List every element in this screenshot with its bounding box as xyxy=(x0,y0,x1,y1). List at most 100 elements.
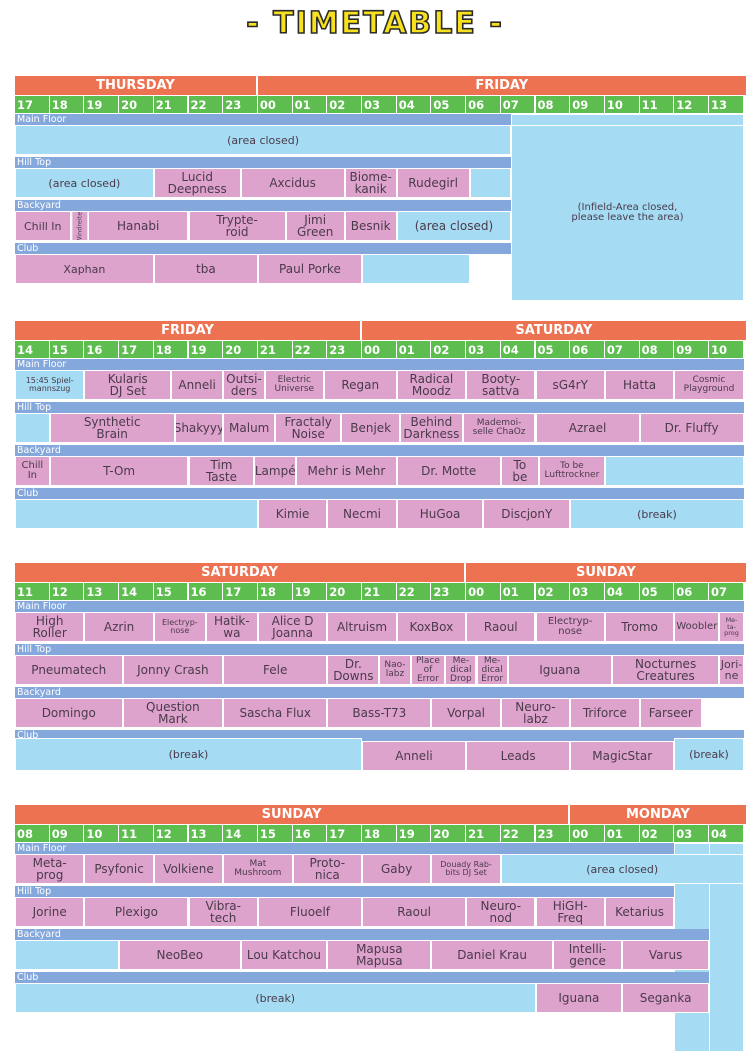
hour-label: 17 xyxy=(327,825,362,842)
timeslot: Mehr is Mehr xyxy=(296,456,397,486)
timeslot: HiGH- Freq xyxy=(535,897,605,927)
timeslot: Necmi xyxy=(327,499,397,529)
hour-label: 01 xyxy=(396,341,432,358)
stage-label: Main Floor xyxy=(15,601,744,612)
hour-label: 05 xyxy=(639,583,675,600)
page-title: - TIMETABLE - xyxy=(245,5,504,42)
timeslot: tba xyxy=(153,254,258,284)
timeslot: Regan xyxy=(323,370,397,400)
hour-label: 09 xyxy=(49,825,85,842)
timeslot: Hanabi xyxy=(87,211,189,241)
timeslot: (Infield-Area closed, please leave the a… xyxy=(511,125,744,302)
hour-label: 00 xyxy=(257,96,293,113)
timeslot: Place of Error xyxy=(410,655,446,685)
timeslot: Benjek xyxy=(341,413,401,443)
empty-slot xyxy=(15,499,258,529)
timeslot: Nocturnes Creatures xyxy=(611,655,720,685)
hour-label: 03 xyxy=(674,825,709,842)
hour-label: 07 xyxy=(500,96,536,113)
timeslot: (area closed) xyxy=(15,168,154,198)
hour-label: 20 xyxy=(119,96,154,113)
stage-label: Backyard xyxy=(15,200,512,211)
timeslot: Dr. Fluffy xyxy=(639,413,744,443)
timeslot: T-Om xyxy=(49,456,189,486)
timeslot: Meta- prog xyxy=(15,854,85,884)
timeslot: Kularis DJ Set xyxy=(84,370,172,400)
timeslot: Shakyyy xyxy=(174,413,224,443)
hour-label: 03 xyxy=(570,583,605,600)
hour-label: 11 xyxy=(639,96,675,113)
hour-label: 21 xyxy=(153,96,189,113)
hour-label: 20 xyxy=(327,583,362,600)
timeslot: Azrin xyxy=(84,612,154,642)
hour-label: 11 xyxy=(119,825,154,842)
hour-label: 00 xyxy=(466,583,501,600)
stage-label: Hill Top xyxy=(15,644,744,655)
hour-label: 01 xyxy=(500,583,536,600)
stage-label: Hill Top xyxy=(15,157,512,168)
stage-label: Backyard xyxy=(15,687,744,698)
stage-label: Hill Top xyxy=(15,886,675,897)
timeslot: Varus xyxy=(622,940,709,970)
timeslot: Vorpal xyxy=(431,698,501,728)
empty-slot xyxy=(469,168,512,198)
hour-label: 08 xyxy=(639,341,675,358)
hour-label: 17 xyxy=(223,583,258,600)
hour-label: 22 xyxy=(292,341,328,358)
timeslot: Mapusa Mapusa xyxy=(327,940,432,970)
timeslot: Fractaly Noise xyxy=(275,413,342,443)
timeslot: Xaphan xyxy=(15,254,154,284)
timeslot: To be xyxy=(500,456,539,486)
timeslot: Synthetic Brain xyxy=(49,413,175,443)
timeslot: Windreiter xyxy=(70,211,88,241)
timeslot: Woobler xyxy=(674,612,720,642)
timeslot: Tromo xyxy=(604,612,675,642)
timeslot: Bass-T73 xyxy=(327,698,432,728)
hour-label: 11 xyxy=(15,583,50,600)
stage-label: Club xyxy=(15,488,744,499)
hour-label: 10 xyxy=(84,825,120,842)
hour-label: 07 xyxy=(709,583,744,600)
hour-label: 00 xyxy=(570,825,605,842)
timeslot: KoxBox xyxy=(396,612,467,642)
hour-label: 15 xyxy=(49,341,85,358)
timeslot: Alice D Joanna xyxy=(257,612,328,642)
timeslot: (break) xyxy=(15,738,362,771)
stage-label: Club xyxy=(15,730,744,741)
timeslot: Plexigo xyxy=(84,897,189,927)
hour-label: 18 xyxy=(49,96,85,113)
empty-slot xyxy=(15,413,50,443)
hour-label: 13 xyxy=(709,96,744,113)
timeslot: Cosmic Playground xyxy=(674,370,744,400)
timeslot: (area closed) xyxy=(396,211,512,241)
timeslot: Me- dical Drop xyxy=(445,655,477,685)
hour-label: 04 xyxy=(396,96,432,113)
hour-label: 16 xyxy=(84,341,120,358)
timeslot: Douady Rab- bits DJ Set xyxy=(431,854,501,884)
timeslot: sG4rY xyxy=(535,370,605,400)
timeslot: Me- dical Error xyxy=(476,655,508,685)
timeslot: Radical Moodz xyxy=(396,370,467,400)
hour-label: 05 xyxy=(535,341,571,358)
timeslot: To be Lufttrockner xyxy=(538,456,605,486)
hour-label: 23 xyxy=(223,96,258,113)
timeslot: Farseer xyxy=(639,698,703,728)
timeslot: Volkiene xyxy=(153,854,224,884)
empty-slot xyxy=(604,456,744,486)
timeslot: (break) xyxy=(674,738,744,771)
timeslot: Behind Darkness xyxy=(400,413,463,443)
timeslot: Besnik xyxy=(344,211,397,241)
hour-label: 09 xyxy=(570,96,605,113)
hour-label: 12 xyxy=(153,825,189,842)
day-header: MONDAY xyxy=(570,805,746,824)
timeslot: Iguana xyxy=(507,655,612,685)
hour-label: 22 xyxy=(500,825,536,842)
day-header: SATURDAY xyxy=(15,563,467,582)
timeslot: Anneli xyxy=(362,741,467,771)
timeslot: Electric Universe xyxy=(264,370,324,400)
hour-label: 04 xyxy=(604,583,640,600)
hour-label: 03 xyxy=(362,96,397,113)
hour-label: 01 xyxy=(292,96,328,113)
day-header: THURSDAY xyxy=(15,76,258,95)
hour-label: 22 xyxy=(396,583,432,600)
